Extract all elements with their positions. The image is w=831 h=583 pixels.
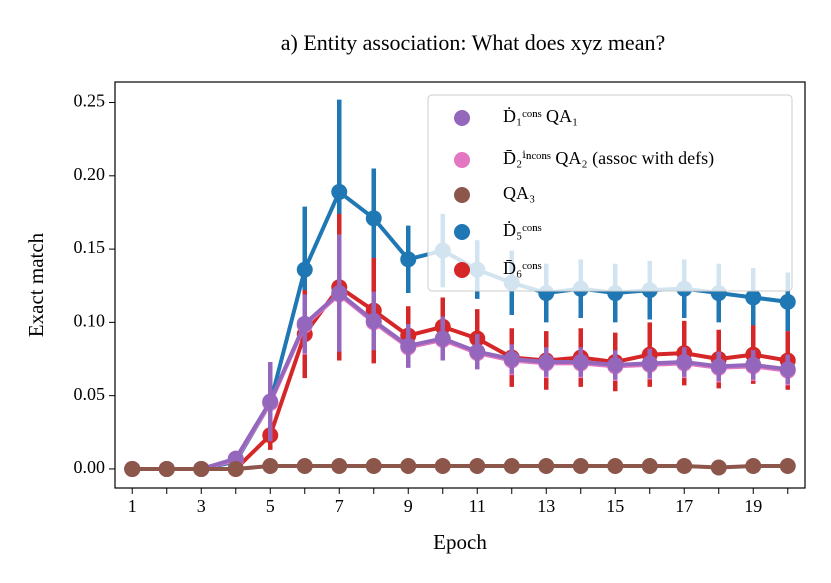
- x-tick-label: 3: [197, 496, 206, 516]
- legend-marker: [454, 152, 470, 168]
- point: [400, 458, 417, 475]
- legend-label: Ḋ₅ᶜᵒⁿˢ: [503, 220, 542, 240]
- x-tick-label: 7: [335, 496, 344, 516]
- point: [503, 351, 520, 368]
- legend-label: D̄₂ⁱⁿᶜᵒⁿˢ QA₂ (assoc with defs): [503, 148, 714, 169]
- x-tick-label: 15: [606, 496, 624, 516]
- point: [124, 460, 141, 477]
- legend-marker: [454, 187, 470, 203]
- series-line: [132, 285, 789, 471]
- point: [572, 353, 589, 370]
- point: [434, 458, 451, 475]
- point: [538, 353, 555, 370]
- point: [331, 285, 348, 302]
- x-tick-label: 5: [266, 496, 275, 516]
- point: [607, 356, 624, 373]
- point: [400, 337, 417, 354]
- legend-label: Ḋ₁ᶜᵒⁿˢ QA₁: [503, 106, 578, 126]
- point: [779, 361, 796, 378]
- legend-marker: [454, 110, 470, 126]
- point: [400, 251, 417, 268]
- point: [710, 358, 727, 375]
- point: [365, 210, 382, 227]
- legend-label: D̄₆ᶜᵒⁿˢ: [503, 258, 542, 278]
- point: [710, 459, 727, 476]
- y-tick-label: 0.00: [74, 457, 106, 477]
- x-tick-label: 13: [537, 496, 555, 516]
- point: [434, 330, 451, 347]
- point: [469, 458, 486, 475]
- point: [745, 458, 762, 475]
- point: [641, 355, 658, 372]
- point: [538, 458, 555, 475]
- legend-marker: [454, 262, 470, 278]
- point: [262, 458, 279, 475]
- point: [331, 183, 348, 200]
- x-tick-label: 17: [675, 496, 693, 516]
- point: [158, 460, 175, 477]
- chart-title: a) Entity association: What does xyz mea…: [281, 30, 665, 55]
- point: [676, 353, 693, 370]
- point: [296, 261, 313, 278]
- y-axis-label: Exact match: [24, 232, 48, 337]
- point: [469, 343, 486, 360]
- x-axis-label: Epoch: [433, 530, 487, 554]
- point: [607, 458, 624, 475]
- point: [193, 460, 210, 477]
- y-tick-label: 0.25: [74, 91, 106, 111]
- legend-label: QA₃: [503, 183, 535, 203]
- point: [262, 393, 279, 410]
- series-line: [132, 292, 789, 471]
- y-tick-label: 0.15: [74, 237, 106, 257]
- point: [227, 460, 244, 477]
- point: [503, 458, 520, 475]
- x-tick-label: 11: [469, 496, 486, 516]
- y-tick-label: 0.20: [74, 164, 106, 184]
- series-line: [132, 291, 789, 471]
- axes-frame: [114, 81, 806, 489]
- point: [779, 458, 796, 475]
- legend-marker: [454, 224, 470, 240]
- point: [365, 458, 382, 475]
- point: [296, 315, 313, 332]
- point: [331, 458, 348, 475]
- point: [779, 293, 796, 310]
- x-tick-label: 19: [744, 496, 762, 516]
- point: [745, 356, 762, 373]
- legend: Ḋ₁ᶜᵒⁿˢ QA₁ D̄₂ⁱⁿᶜᵒⁿˢ QA₂ (assoc with defs…: [427, 94, 793, 292]
- y-tick-label: 0.10: [74, 311, 106, 331]
- point: [745, 289, 762, 306]
- x-tick-label: 1: [128, 496, 137, 516]
- legend-box: [427, 94, 793, 292]
- point: [641, 458, 658, 475]
- point: [572, 458, 589, 475]
- point: [296, 458, 313, 475]
- plot-area: [124, 99, 796, 477]
- y-tick-label: 0.05: [74, 384, 106, 404]
- point: [365, 312, 382, 329]
- point: [676, 458, 693, 475]
- x-tick-label: 9: [404, 496, 413, 516]
